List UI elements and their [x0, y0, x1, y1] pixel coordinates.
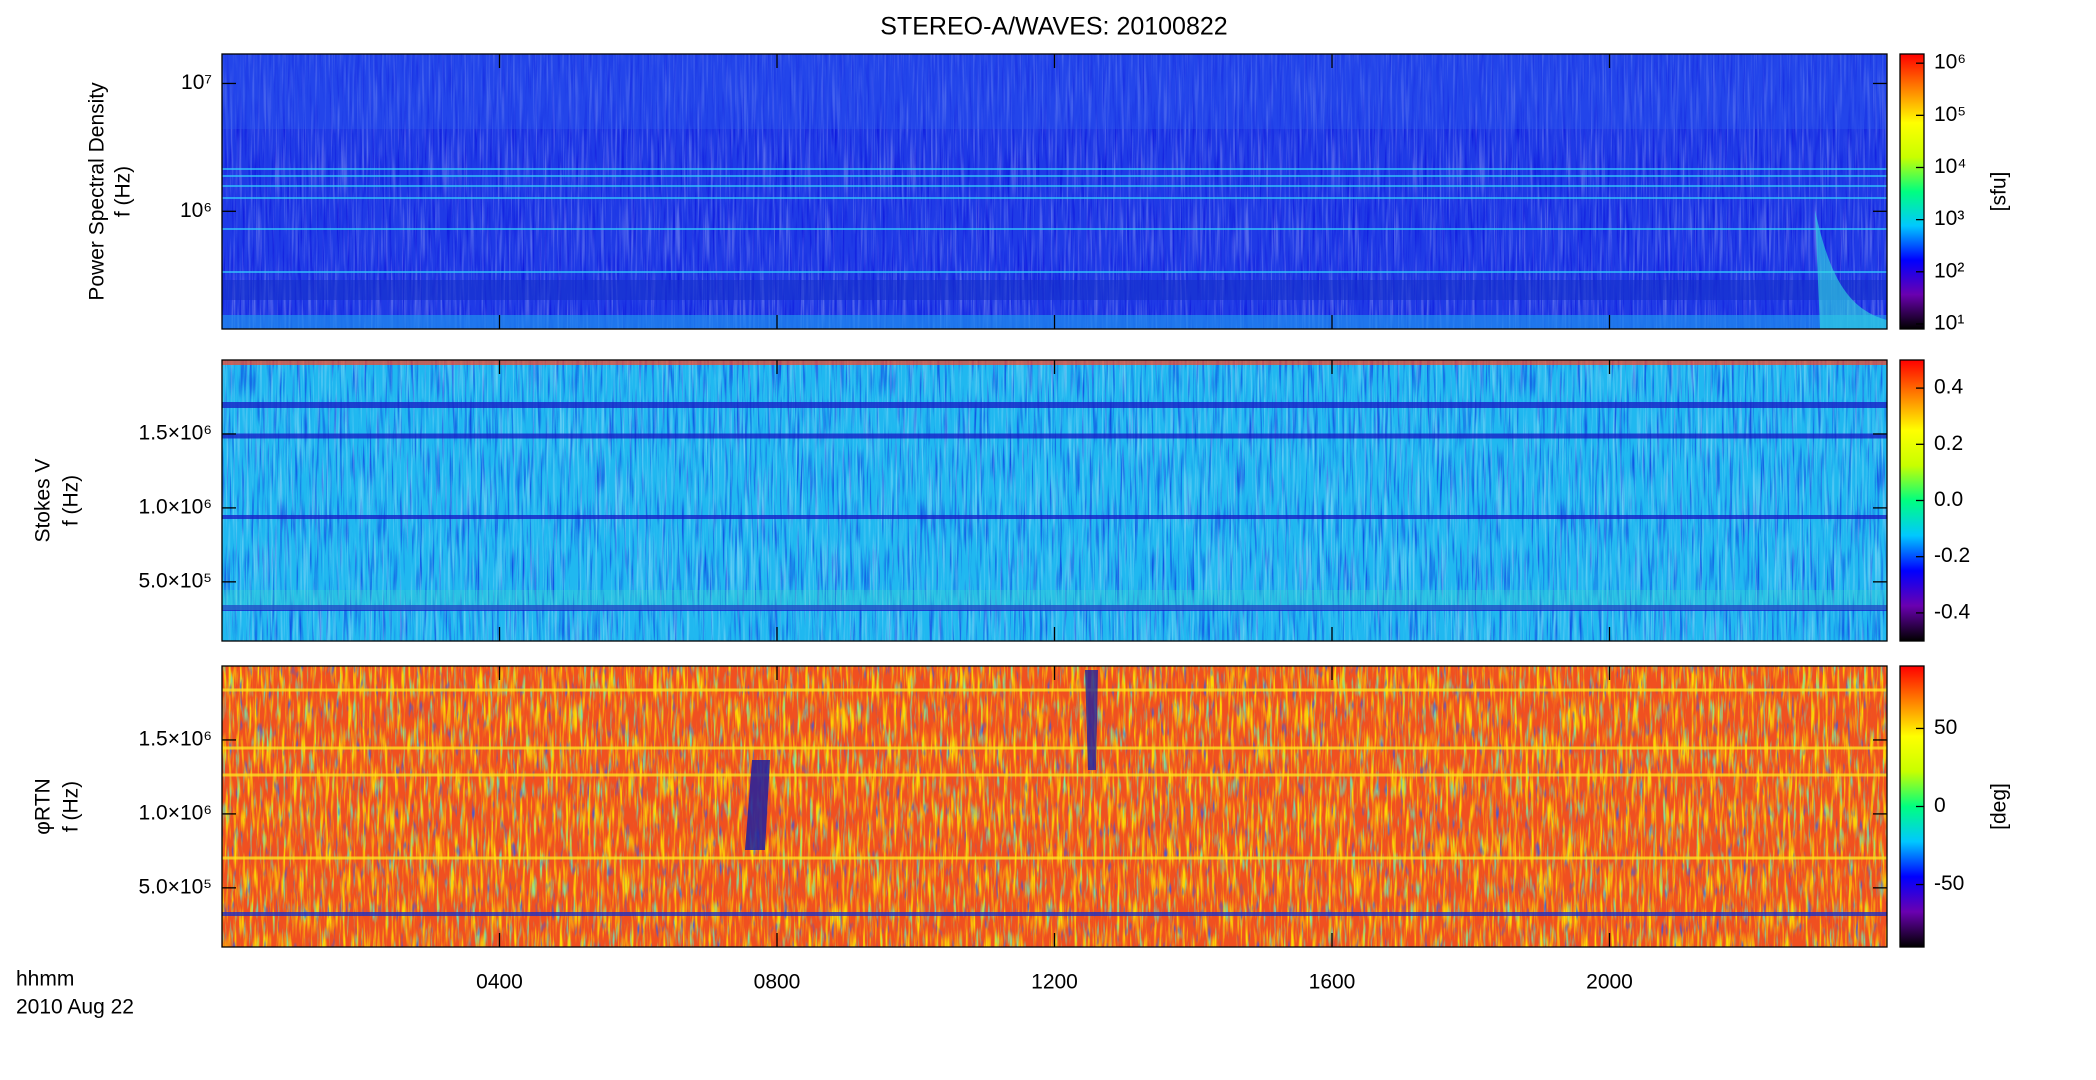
colorbar-tick-label: 10² [1934, 259, 1964, 282]
y-tick-label: 10⁷ [181, 71, 212, 94]
y-tick-label: 1.0×10⁶ [139, 495, 212, 518]
x-tick-label: 1200 [1031, 971, 1078, 994]
x-tick-label: 0400 [476, 971, 523, 994]
colorbar-label: [deg] [1988, 783, 2011, 830]
colorbar-tick-label: 10⁵ [1934, 103, 1966, 126]
colorbar-tick-label: -50 [1934, 872, 1964, 895]
y-axis-label: Power Spectral Density [86, 82, 109, 301]
colorbar-tick-label: -0.4 [1934, 600, 1971, 623]
y-tick-label: 1.5×10⁶ [139, 727, 212, 750]
y-axis-label: f (Hz) [60, 475, 83, 526]
colorbar-tick-label: 0.0 [1934, 488, 1963, 511]
y-tick-label: 10⁶ [180, 199, 212, 222]
y-tick-label: 1.0×10⁶ [139, 801, 212, 824]
y-axis-label: φRTN [32, 778, 55, 834]
colorbar-tick-label: -0.2 [1934, 544, 1970, 567]
y-axis-label: f (Hz) [60, 781, 83, 832]
colorbar-tick-label: 50 [1934, 716, 1957, 739]
colorbar-tick-label: 0.4 [1934, 376, 1964, 399]
colorbar-tick-label: 0.2 [1934, 432, 1963, 455]
x-tick-label: 0800 [754, 971, 801, 994]
colorbar-tick-label: 10¹ [1934, 311, 1964, 334]
y-axis-label: f (Hz) [112, 166, 135, 217]
colorbar-tick-label: 0 [1934, 794, 1946, 817]
colorbar-tick-label: 10⁶ [1934, 51, 1966, 74]
y-tick-label: 5.0×10⁵ [138, 875, 212, 898]
y-tick-label: 1.5×10⁶ [139, 421, 212, 444]
chart-title: STEREO-A/WAVES: 20100822 [880, 13, 1227, 41]
date-label: 2010 Aug 22 [16, 996, 134, 1019]
colorbar-tick-label: 10⁴ [1934, 155, 1966, 178]
colorbar-tick-label: 10³ [1934, 207, 1964, 230]
colorbar [1899, 53, 1925, 330]
x-axis-label: hhmm [16, 968, 74, 991]
spectrogram-image [222, 54, 1887, 329]
spectrogram-image [222, 666, 1887, 947]
spectrogram-image [222, 360, 1887, 641]
x-tick-label: 1600 [1309, 971, 1356, 994]
colorbar-label: [sfu] [1988, 172, 2011, 212]
y-axis-label: Stokes V [32, 458, 55, 542]
y-tick-label: 5.0×10⁵ [138, 569, 212, 592]
x-tick-label: 2000 [1586, 971, 1633, 994]
